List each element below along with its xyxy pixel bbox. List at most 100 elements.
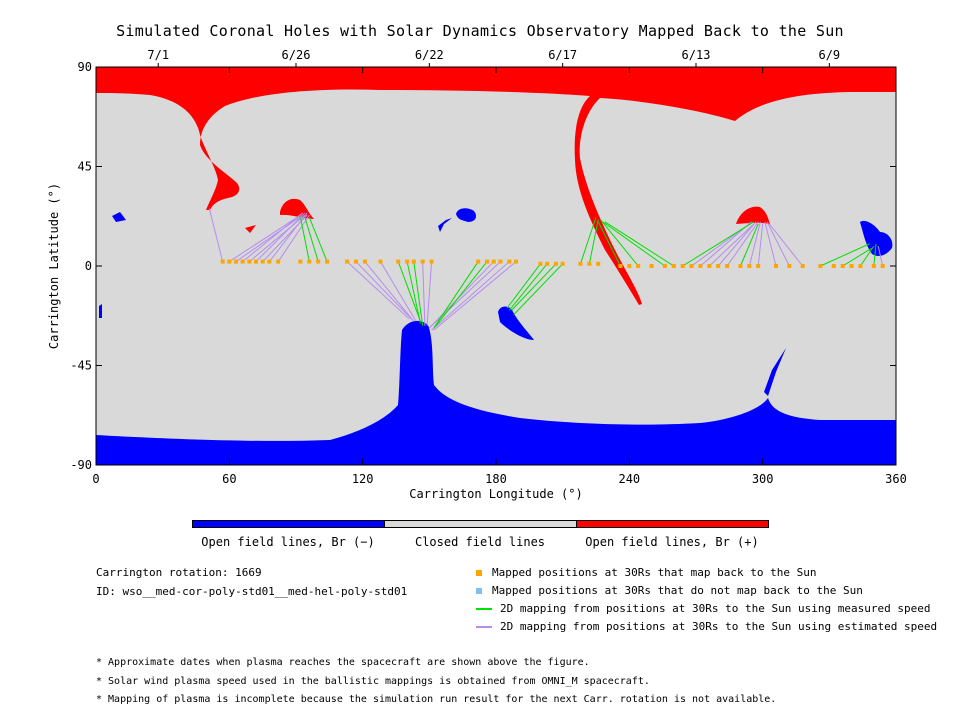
positive-hole-3 xyxy=(736,206,770,224)
measured-mapping-line-18 xyxy=(682,221,755,267)
mapped-point-29 xyxy=(545,261,550,266)
mapped-point-37 xyxy=(636,264,641,268)
note-incomplete: * Mapping of plasma is incomplete becaus… xyxy=(96,694,777,705)
legend-measured: 2D mapping from positions at 30Rs to the… xyxy=(476,602,930,616)
mapped-point-8 xyxy=(276,259,281,264)
measured-mapping-line-11 xyxy=(513,263,564,315)
negative-hole-small-2 xyxy=(99,304,102,318)
mapped-point-19 xyxy=(411,259,416,264)
legend-mapped: Mapped positions at 30Rs that map back t… xyxy=(476,566,817,580)
carrington-rotation: Carrington rotation: 1669 xyxy=(96,566,262,579)
mapped-point-44 xyxy=(707,264,712,268)
mapped-point-30 xyxy=(554,261,558,266)
estimated-mapping-line-8 xyxy=(277,214,310,262)
mapped-point-34 xyxy=(596,261,601,266)
negative-hole-2 xyxy=(456,208,476,222)
mapped-point-47 xyxy=(738,264,743,268)
mapped-point-27 xyxy=(514,259,518,264)
estimated-mapping-line-28 xyxy=(768,223,804,267)
date-tick-label-0: 7/1 xyxy=(147,48,169,62)
estimated-mapping-line-17 xyxy=(431,261,510,331)
north-open-field-positive xyxy=(96,67,896,305)
y-tick-label-4: -90 xyxy=(70,458,92,472)
estimated-mapping-line-10 xyxy=(355,261,412,320)
measured-mapping-line-15 xyxy=(600,219,639,267)
estimated-mapping-line-21 xyxy=(708,223,755,267)
estimated-mapping-line-23 xyxy=(726,221,759,267)
mapped-point-57 xyxy=(858,264,863,268)
estimated-mapping-line-1 xyxy=(229,214,301,262)
measured-mapping-line-9 xyxy=(508,263,548,311)
south-open-field-negative xyxy=(96,320,896,465)
mapped-point-23 xyxy=(485,259,490,264)
mapped-point-11 xyxy=(316,259,321,264)
unmapped-point-swatch xyxy=(476,588,482,594)
legend-not-mapped: Mapped positions at 30Rs that do not map… xyxy=(476,584,863,598)
measured-mapping-line-21 xyxy=(842,247,872,267)
negative-hole-2-trail xyxy=(438,218,452,232)
mapped-point-49 xyxy=(756,264,761,268)
mapped-point-9 xyxy=(298,259,303,264)
mapped-point-51 xyxy=(787,264,792,268)
estimated-mapping-line-14 xyxy=(426,261,433,326)
measured-line-swatch xyxy=(476,608,492,610)
negative-hole-1 xyxy=(498,306,534,340)
mapped-point-54 xyxy=(831,264,836,268)
colorbar-label-negative: Open field lines, Br (−) xyxy=(201,535,375,549)
estimated-mapping-line-26 xyxy=(764,221,777,267)
mapped-point-53 xyxy=(818,264,823,268)
y-axis-label: Carrington Latitude (°) xyxy=(47,183,61,349)
measured-mapping-line-6 xyxy=(433,261,479,329)
measured-mapping-line-2 xyxy=(308,217,328,262)
note-speed: * Solar wind plasma speed used in the ba… xyxy=(96,676,650,687)
colorbar-closed xyxy=(384,520,577,528)
legend-not-mapped-label: Mapped positions at 30Rs that do not map… xyxy=(492,584,863,597)
estimated-mapping-line-2 xyxy=(235,214,303,262)
colorbar-label-positive: Open field lines, Br (+) xyxy=(585,535,759,549)
colorbar-positive xyxy=(576,520,769,528)
measured-mapping-line-23 xyxy=(873,243,877,267)
date-tick-label-5: 6/9 xyxy=(818,48,840,62)
mapped-point-25 xyxy=(498,259,503,264)
mapped-point-39 xyxy=(662,264,667,268)
mapped-point-46 xyxy=(725,264,730,268)
small-positive-hole-1 xyxy=(245,225,256,233)
estimated-mapping-line-13 xyxy=(422,261,426,326)
measured-mapping-line-3 xyxy=(397,261,421,322)
estimated-mapping-line-27 xyxy=(766,221,790,267)
y-tick-label-3: -45 xyxy=(70,359,92,373)
mapped-point-43 xyxy=(698,264,703,268)
measured-mapping-line-1 xyxy=(304,217,319,262)
mapped-point-38 xyxy=(649,264,654,268)
date-tick-label-4: 6/13 xyxy=(682,48,711,62)
date-tick-label-3: 6/17 xyxy=(548,48,577,62)
measured-mapping-line-13 xyxy=(588,219,599,264)
negative-hole-small-1 xyxy=(112,212,126,222)
estimated-mapping-line-5 xyxy=(255,212,306,262)
estimated-mapping-line-11 xyxy=(364,261,415,322)
measured-speed-mapping-lines xyxy=(299,217,877,329)
y-tick-label-1: 45 xyxy=(78,160,92,174)
mapped-point-4 xyxy=(247,259,252,264)
mapped-point-28 xyxy=(538,261,543,266)
mapped-point-6 xyxy=(260,259,265,264)
mapped-point-0 xyxy=(220,259,225,264)
estimated-mapping-line-24 xyxy=(748,221,761,267)
positive-hole-2 xyxy=(280,198,314,219)
mapped-point-40 xyxy=(671,264,676,268)
mapped-point-17 xyxy=(396,259,401,264)
measured-mapping-line-17 xyxy=(604,221,675,267)
estimated-mapping-line-0 xyxy=(208,208,224,262)
estimated-mapping-line-20 xyxy=(700,221,752,267)
mapped-point-3 xyxy=(240,259,245,264)
mapped-point-1 xyxy=(227,259,232,264)
estimated-mapping-line-22 xyxy=(717,221,757,267)
legend-mapped-label: Mapped positions at 30Rs that map back t… xyxy=(492,566,817,579)
measured-mapping-line-10 xyxy=(511,263,557,311)
estimated-mapping-line-9 xyxy=(346,261,410,320)
note-dates: * Approximate dates when plasma reaches … xyxy=(96,657,590,668)
mapped-point-56 xyxy=(849,264,854,268)
chart-title: Simulated Coronal Holes with Solar Dynam… xyxy=(116,22,844,40)
mapped-point-42 xyxy=(689,264,694,268)
measured-mapping-line-4 xyxy=(406,261,421,324)
